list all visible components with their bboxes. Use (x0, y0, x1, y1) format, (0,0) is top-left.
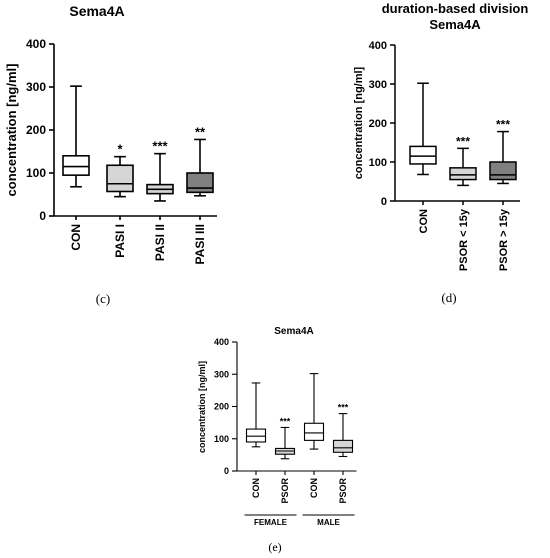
y-tick-label: 200 (26, 123, 46, 137)
box (106, 164, 134, 193)
x-tick-label: PSOR < 15y (458, 208, 470, 271)
panel-c: Sema4A concentration [ng/ml] (c) 0 100 200… (4, 3, 217, 306)
significance-label: *** (496, 118, 510, 132)
y-tick-label: 400 (26, 37, 46, 51)
chart-title: Sema4A (69, 3, 124, 19)
significance-label: *** (152, 139, 168, 154)
x-tick-label: CON (309, 478, 319, 498)
y-axis-label: concentration [ng/ml] (4, 64, 19, 197)
y-axis-label: concentration [ng/ml] (353, 66, 365, 179)
box (62, 155, 90, 176)
x-tick-label: PSOR > 15y (498, 208, 510, 271)
box (303, 422, 325, 441)
y-tick-label: 0 (39, 209, 46, 223)
y-tick-label: 400 (214, 337, 229, 347)
x-tick-label: PASI II (153, 224, 167, 261)
y-tick-label: 0 (381, 196, 387, 208)
significance-label: *** (456, 134, 470, 148)
y-tick-label: 100 (26, 166, 46, 180)
y-tick-label: 300 (369, 79, 387, 91)
x-tick-label: PASI III (193, 224, 207, 264)
y-axis-label: concentration [ng/ml] (197, 361, 207, 453)
x-tick-label: PSOR (338, 478, 348, 504)
y-tick-label: 300 (214, 369, 229, 379)
y-tick-label: 200 (369, 118, 387, 130)
y-tick-label: 200 (214, 402, 229, 412)
significance-label: * (117, 142, 123, 157)
chart-title-line2: Sema4A (429, 17, 481, 32)
chart-title: Sema4A (274, 326, 313, 337)
significance-label: ** (195, 124, 206, 139)
x-tick-label: PASI I (113, 224, 127, 258)
y-tick-label: 400 (369, 40, 387, 52)
x-tick-label: PSOR (280, 478, 290, 504)
box (186, 172, 214, 194)
y-tick-label: 100 (214, 434, 229, 444)
box (332, 439, 354, 453)
group-label: MALE (317, 518, 340, 527)
significance-label: *** (280, 416, 291, 426)
box (409, 145, 437, 165)
box (245, 428, 267, 443)
group-label: FEMALE (254, 518, 288, 527)
x-tick-label: CON (418, 209, 430, 234)
chart-title-line1: duration-based division (382, 1, 529, 16)
panel-caption: (e) (268, 540, 281, 554)
x-tick-label: CON (69, 224, 83, 251)
panel-d: duration-based division Sema4A concentra… (353, 1, 528, 305)
box (449, 167, 477, 181)
y-tick-label: 0 (224, 466, 229, 476)
panel-caption: (d) (441, 290, 456, 305)
x-tick-label: CON (251, 478, 261, 498)
panel-caption: (c) (96, 291, 110, 306)
panel-e: Sema4A concentration [ng/ml] (e) 0 100 200… (197, 326, 357, 554)
significance-label: *** (338, 403, 349, 413)
y-tick-label: 100 (369, 157, 387, 169)
box (489, 161, 517, 181)
y-tick-label: 300 (26, 80, 46, 94)
